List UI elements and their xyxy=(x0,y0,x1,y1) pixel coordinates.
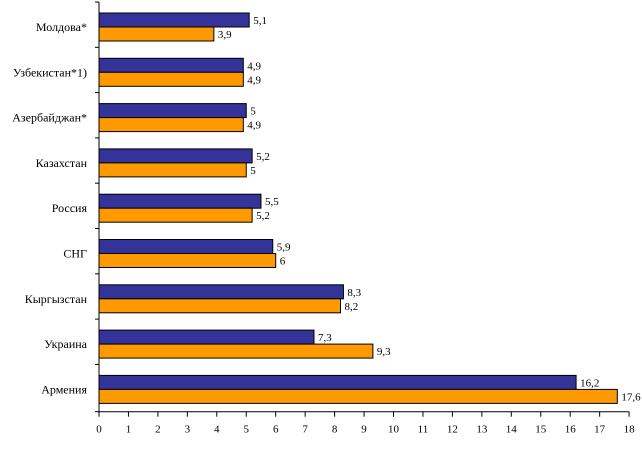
category-label: Россия xyxy=(52,201,88,215)
bar-blue-1 xyxy=(98,57,244,73)
x-tick-label: 18 xyxy=(624,424,636,436)
category-label: Азербайджан* xyxy=(12,111,87,125)
bar-orange-5 xyxy=(98,253,277,268)
value-label: 5,1 xyxy=(253,15,267,27)
bars-layer xyxy=(98,12,618,404)
value-label: 4,9 xyxy=(247,74,261,86)
category-label: Узбекистан*1) xyxy=(13,65,87,79)
bar-orange-6 xyxy=(98,298,341,314)
bar-orange-1 xyxy=(98,71,244,87)
category-label: Кыргызстан xyxy=(25,292,88,306)
bar-blue-3 xyxy=(98,148,253,164)
value-label: 8,2 xyxy=(344,301,358,313)
x-tick-label: 1 xyxy=(126,424,132,436)
bar-blue-5 xyxy=(98,239,274,254)
x-tick-label: 5 xyxy=(244,424,250,436)
value-label: 17,6 xyxy=(621,391,641,403)
category-label: Армения xyxy=(41,382,87,396)
bar-blue-8 xyxy=(98,374,577,390)
x-tick-label: 11 xyxy=(418,424,429,436)
x-tick-label: 16 xyxy=(565,424,577,436)
x-tick-label: 9 xyxy=(361,424,367,436)
value-label: 5,5 xyxy=(265,196,279,208)
bar-blue-7 xyxy=(98,329,315,345)
value-label: 3,9 xyxy=(218,29,232,41)
bar-blue-6 xyxy=(98,284,344,300)
x-tick-label: 2 xyxy=(155,424,161,436)
category-label: СНГ xyxy=(63,247,87,261)
bar-orange-2 xyxy=(98,117,244,133)
bar-orange-8 xyxy=(98,388,618,404)
value-label: 7,3 xyxy=(318,332,332,344)
labels-layer: 5,1 3,9 Молдова* 4,9 4,9 Узбекистан*1) 5 4,9 Азе… xyxy=(12,15,641,436)
value-label: 4,9 xyxy=(247,60,261,72)
bar-blue-2 xyxy=(98,103,247,119)
x-tick-label: 4 xyxy=(214,424,220,436)
value-label: 5,2 xyxy=(256,151,270,163)
value-label: 5,9 xyxy=(277,242,291,254)
x-tick-label: 15 xyxy=(535,424,547,436)
bar-blue-0 xyxy=(98,12,250,28)
bar-orange-4 xyxy=(98,207,253,223)
bar-orange-0 xyxy=(98,26,215,42)
category-label: Молдова* xyxy=(36,20,87,34)
x-tick-label: 10 xyxy=(388,424,400,436)
value-label: 4,9 xyxy=(247,120,261,132)
x-tick-label: 0 xyxy=(96,424,102,436)
value-label: 5 xyxy=(250,106,256,118)
value-label: 5 xyxy=(250,165,256,177)
x-tick-label: 3 xyxy=(185,424,191,436)
bar-blue-4 xyxy=(98,193,262,209)
category-label: Казахстан xyxy=(36,156,88,170)
value-label: 5,2 xyxy=(256,210,270,222)
x-tick-label: 14 xyxy=(506,424,518,436)
x-axis xyxy=(95,1,630,417)
x-tick-label: 17 xyxy=(594,424,606,436)
value-label: 16,2 xyxy=(580,377,599,389)
value-label: 9,3 xyxy=(377,346,391,358)
value-label: 8,3 xyxy=(347,287,361,299)
x-tick-label: 13 xyxy=(476,424,488,436)
x-tick-label: 12 xyxy=(447,424,458,436)
value-label: 6 xyxy=(280,256,286,268)
category-label: Украина xyxy=(44,337,87,351)
x-tick-label: 6 xyxy=(273,424,279,436)
bar-orange-7 xyxy=(98,343,374,359)
bar-orange-3 xyxy=(98,162,247,178)
x-tick-label: 8 xyxy=(332,424,338,436)
x-tick-label: 7 xyxy=(302,424,308,436)
